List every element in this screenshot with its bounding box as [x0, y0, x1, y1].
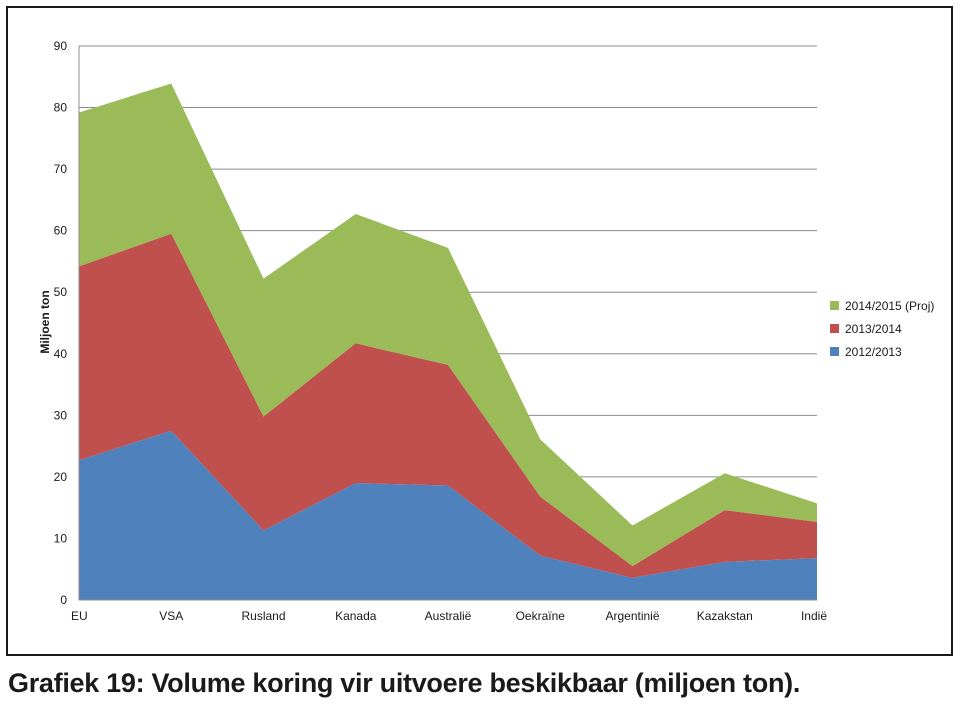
- x-tick-label: Australië: [425, 609, 472, 623]
- y-tick-label: 60: [54, 224, 68, 238]
- stacked-areas: [79, 83, 817, 600]
- x-tick-label: Indië: [801, 609, 827, 623]
- figure-caption: Grafiek 19: Volume koring vir uitvoere b…: [8, 668, 801, 698]
- legend-label-2013-2014: 2013/2014: [845, 322, 902, 336]
- legend-swatch-2013-2014: [830, 324, 839, 333]
- chart: 0 10 20 30 40 50 60 70 80 90 EU VSA Rusland Kanada Au…: [38, 39, 934, 623]
- y-tick-label: 20: [54, 470, 68, 484]
- y-tick-label: 80: [54, 101, 68, 115]
- legend-swatch-2014-2015-proj: [830, 301, 839, 310]
- area-series-2012-2013: [79, 430, 817, 600]
- legend: 2014/2015 (Proj) 2013/2014 2012/2013: [830, 299, 934, 359]
- y-tick-label: 40: [54, 347, 68, 361]
- y-tick-label: 30: [54, 408, 68, 422]
- y-tick-labels: 0 10 20 30 40 50 60 70 80 90: [54, 39, 68, 607]
- x-tick-label: VSA: [159, 609, 183, 623]
- y-tick-label: 70: [54, 162, 68, 176]
- area-series-2013-2014: [79, 233, 817, 578]
- x-tick-label: Oekraïne: [516, 609, 566, 623]
- x-tick-label: Kazakstan: [697, 609, 753, 623]
- area-series-2014-2015-proj: [79, 83, 817, 567]
- x-tick-labels: EU VSA Rusland Kanada Australië Oekraïne Argen…: [71, 609, 827, 623]
- y-tick-label: 10: [54, 531, 68, 545]
- y-tick-label: 50: [54, 285, 68, 299]
- x-tick-label: Kanada: [335, 609, 377, 623]
- legend-label-2012-2013: 2012/2013: [845, 345, 902, 359]
- axes: [78, 46, 817, 601]
- y-axis-label: Miljoen ton: [38, 290, 52, 353]
- x-tick-label: Rusland: [241, 609, 285, 623]
- legend-label-2014-2015-proj: 2014/2015 (Proj): [845, 299, 934, 313]
- y-tick-label: 90: [54, 39, 68, 53]
- x-tick-label: EU: [71, 609, 88, 623]
- y-tick-label: 0: [60, 593, 67, 607]
- legend-swatch-2012-2013: [830, 347, 839, 356]
- x-tick-label: Argentinië: [605, 609, 659, 623]
